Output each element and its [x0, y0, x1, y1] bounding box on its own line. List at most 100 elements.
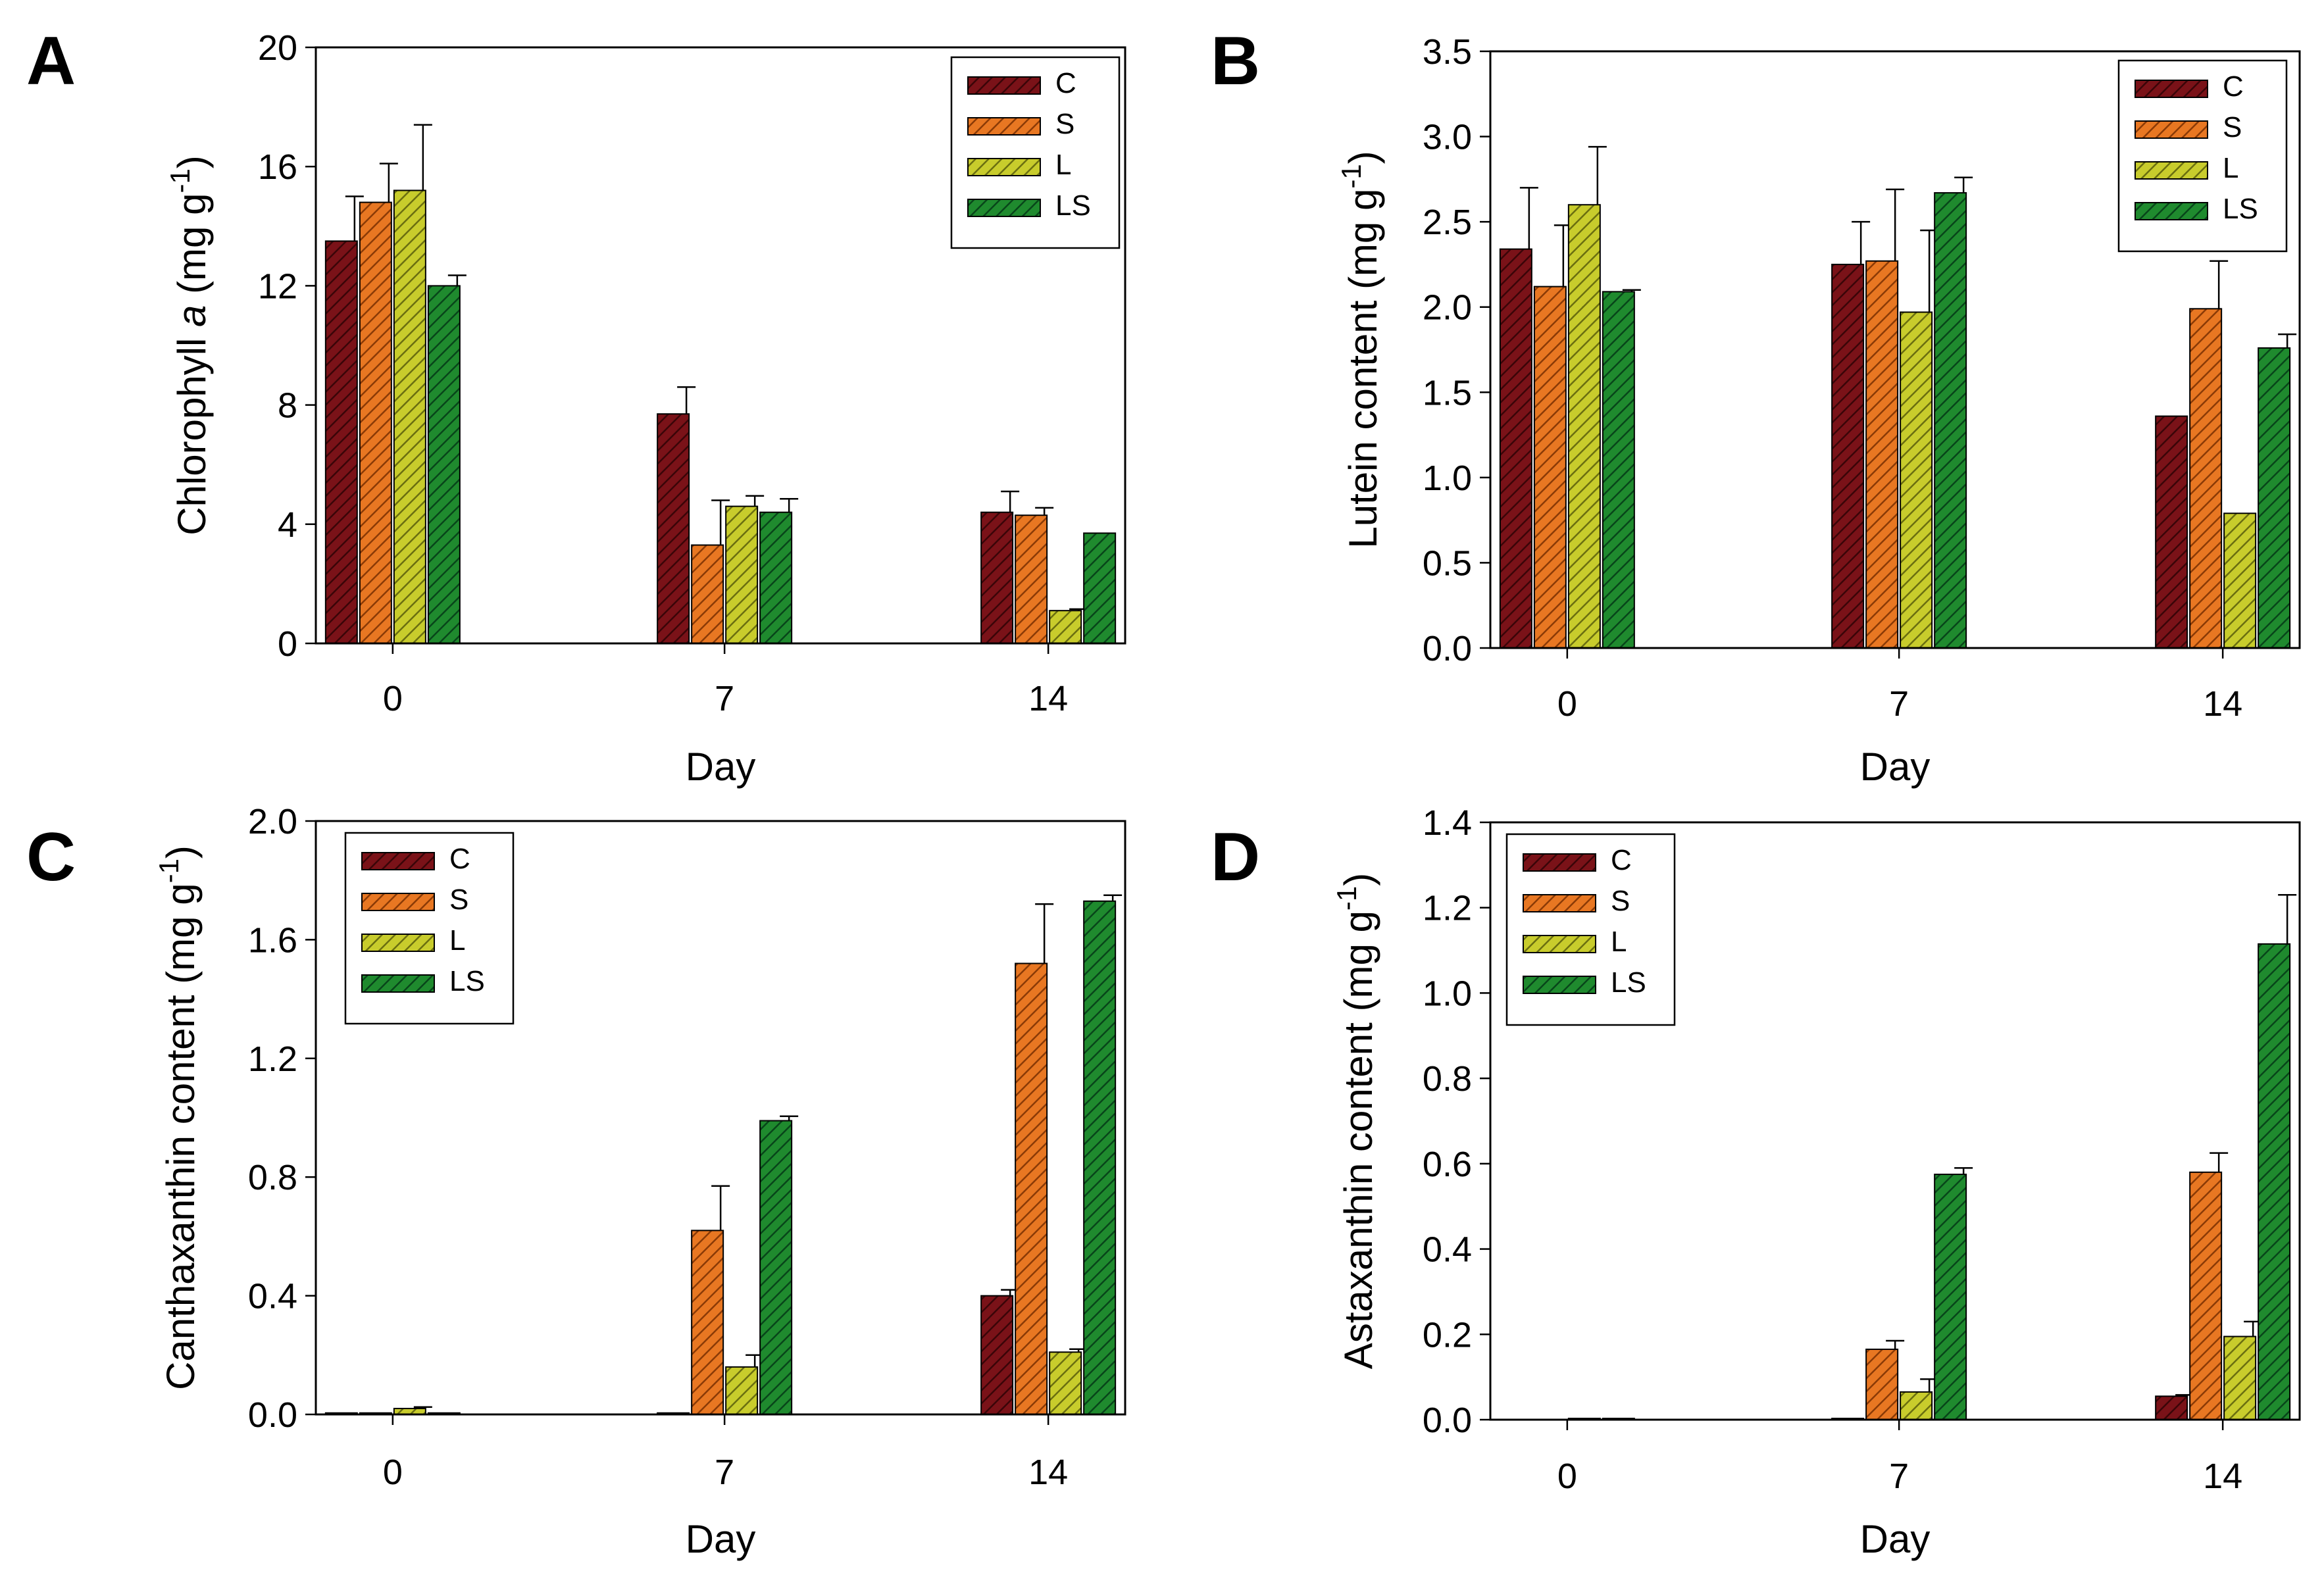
y-axis-title-unit: (mg g — [159, 883, 203, 995]
y-tick-label: 2.0 — [1423, 288, 1472, 328]
bar-LS-day-14 — [2258, 347, 2291, 649]
x-tick-label: 7 — [1889, 684, 1909, 724]
y-tick-label: 0.2 — [1423, 1315, 1472, 1355]
legend-label-L: L — [2223, 152, 2238, 184]
chart-panel-C: C 0 7 14 0.0 0.4 0.8 1.2 1.6 2.0 Day Canthaxanthin … — [26, 802, 1126, 1561]
bar-L-day-14 — [1049, 1351, 1082, 1416]
legend-label-S: S — [2223, 111, 2242, 143]
y-axis-title-main: Astaxanthin content — [1336, 1022, 1380, 1369]
y-tick-label: 0.0 — [248, 1395, 297, 1435]
bar-C-day-0 — [324, 240, 358, 644]
x-axis-title: Day — [686, 745, 756, 789]
bar-C-day-14 — [980, 1295, 1014, 1415]
y-axis-title-italic: a — [170, 305, 214, 327]
bar-C-day-7 — [657, 413, 690, 644]
y-axis-title: Astaxanthin content (mg g-1) — [1331, 873, 1380, 1369]
panel-letter: A — [26, 23, 76, 99]
legend-swatch-C — [967, 76, 1041, 95]
bar-LS-day-0 — [427, 285, 461, 644]
legend-swatch-LS — [967, 199, 1041, 217]
y-tick-label: 0.8 — [248, 1158, 297, 1197]
y-axis-title-sup: -1 — [164, 168, 195, 193]
legend-label-LS: LS — [1055, 189, 1091, 222]
y-tick-label: 1.0 — [1423, 459, 1472, 498]
bar-S-day-7 — [1865, 260, 1899, 649]
legend-swatch-S — [2135, 120, 2208, 139]
legend: CSL LS — [950, 56, 1121, 249]
legend-swatch-S — [967, 117, 1041, 136]
legend-swatch-L — [361, 934, 435, 952]
y-axis-title-main: Lutein content — [1341, 300, 1385, 548]
x-tick-label: 0 — [383, 679, 403, 718]
y-tick-label: 1.2 — [248, 1039, 297, 1079]
y-axis-title: Chlorophyll a (mg g-1) — [164, 155, 214, 536]
x-tick-label: 0 — [1557, 684, 1577, 724]
y-axis-title-unit: (mg g — [1341, 189, 1385, 301]
y-axis-title-close: ) — [159, 845, 203, 859]
bar-C-day-14 — [2155, 415, 2188, 649]
y-axis-title-close: ) — [170, 155, 214, 168]
bar-L-day-14 — [1049, 610, 1082, 644]
bar-C-day-7 — [1831, 263, 1865, 649]
y-axis-title-sup: -1 — [1331, 886, 1362, 910]
legend-swatch-LS — [1523, 976, 1596, 994]
legend-label-S: S — [449, 884, 468, 916]
bar-S-day-14 — [1015, 514, 1048, 645]
y-tick-label: 3.0 — [1423, 118, 1472, 157]
legend: CSL LS — [1505, 833, 1676, 1026]
bar-L-day-0 — [393, 189, 426, 644]
x-tick-label: 7 — [715, 1453, 734, 1492]
y-tick-label: 0.4 — [1423, 1230, 1472, 1270]
x-tick-label: 7 — [715, 679, 734, 718]
x-tick-label: 0 — [383, 1453, 403, 1492]
bar-LS-day-7 — [1934, 1174, 1967, 1420]
x-tick-label: 14 — [2203, 1457, 2242, 1496]
legend-label-S: S — [1611, 885, 1630, 917]
bar-LS-day-7 — [759, 1120, 793, 1415]
legend-label-LS: LS — [449, 965, 485, 997]
y-tick-label: 20 — [258, 28, 297, 68]
x-axis-title: Day — [1860, 1517, 1931, 1561]
y-axis-title-close: ) — [1341, 151, 1385, 164]
y-tick-label: 12 — [258, 266, 297, 306]
y-axis-title-close: ) — [1336, 873, 1380, 886]
bar-S-day-0 — [1533, 286, 1567, 649]
y-axis-title-unit: (mg g — [1336, 910, 1380, 1022]
legend-label-C: C — [1611, 844, 1632, 876]
bar-LS-day-14 — [2258, 943, 2291, 1421]
bar-L-day-7 — [725, 505, 759, 644]
bar-C-day-14 — [980, 511, 1014, 644]
bar-S-day-7 — [1865, 1348, 1899, 1420]
bar-C-day-0 — [1499, 248, 1532, 649]
plot-frame — [315, 46, 1126, 645]
bar-S-day-0 — [359, 201, 392, 644]
bar-C-day-14 — [2155, 1395, 2188, 1421]
legend-label-C: C — [449, 843, 470, 875]
y-tick-label: 2.0 — [248, 802, 297, 841]
y-axis-title: Lutein content (mg g-1) — [1336, 151, 1385, 548]
legend-swatch-L — [1523, 935, 1596, 953]
y-tick-label: 1.2 — [1423, 889, 1472, 928]
y-tick-label: 0.6 — [1423, 1145, 1472, 1184]
legend-swatch-S — [1523, 894, 1596, 912]
bar-LS-day-14 — [1083, 900, 1117, 1415]
y-tick-label: 0.0 — [1423, 1401, 1472, 1440]
x-tick-label: 0 — [1557, 1457, 1577, 1496]
bar-S-day-7 — [691, 1230, 724, 1415]
legend-label-S: S — [1055, 108, 1074, 140]
bar-LS-day-14 — [1083, 532, 1117, 645]
y-tick-label: 16 — [258, 147, 297, 187]
y-tick-label: 1.5 — [1423, 373, 1472, 412]
chart-panel-D: D 0 7 14 0.0 0.2 0.4 0.6 0.8 1.0 1.2 1.4 Day Astaxant… — [1211, 803, 2301, 1561]
legend-swatch-C — [1523, 853, 1596, 872]
legend: CSL LS — [2117, 59, 2288, 253]
panel-letter: D — [1211, 819, 1260, 895]
y-axis-title-sup: -1 — [153, 859, 184, 883]
y-tick-label: 2.5 — [1423, 203, 1472, 242]
bar-LS-day-7 — [759, 511, 793, 644]
y-tick-label: 3.5 — [1423, 32, 1472, 72]
bar-L-day-7 — [1900, 1391, 1933, 1420]
x-axis-title: Day — [686, 1517, 756, 1561]
